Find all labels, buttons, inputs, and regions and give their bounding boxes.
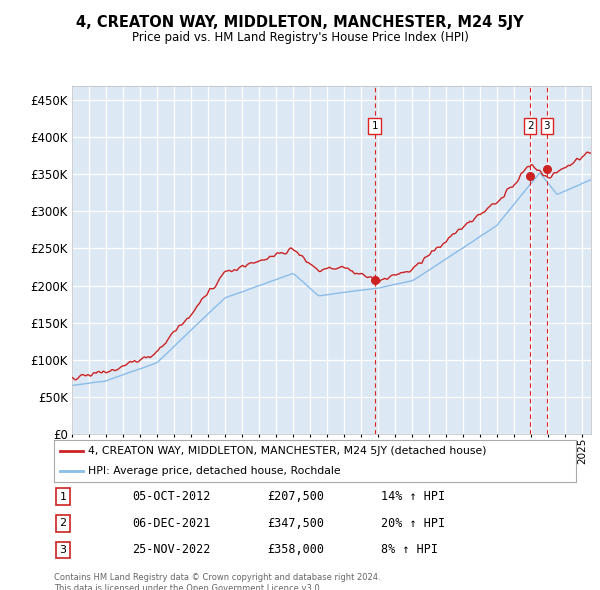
Text: 1: 1 xyxy=(59,492,67,502)
Text: Contains HM Land Registry data © Crown copyright and database right 2024.
This d: Contains HM Land Registry data © Crown c… xyxy=(54,573,380,590)
Text: 2: 2 xyxy=(527,122,533,132)
Text: 8% ↑ HPI: 8% ↑ HPI xyxy=(381,543,438,556)
Text: HPI: Average price, detached house, Rochdale: HPI: Average price, detached house, Roch… xyxy=(88,466,341,476)
Text: 05-OCT-2012: 05-OCT-2012 xyxy=(132,490,211,503)
Text: £358,000: £358,000 xyxy=(267,543,324,556)
Text: 4, CREATON WAY, MIDDLETON, MANCHESTER, M24 5JY: 4, CREATON WAY, MIDDLETON, MANCHESTER, M… xyxy=(76,15,524,30)
Text: 25-NOV-2022: 25-NOV-2022 xyxy=(132,543,211,556)
Text: 4, CREATON WAY, MIDDLETON, MANCHESTER, M24 5JY (detached house): 4, CREATON WAY, MIDDLETON, MANCHESTER, M… xyxy=(88,445,487,455)
Text: £347,500: £347,500 xyxy=(267,517,324,530)
Text: Price paid vs. HM Land Registry's House Price Index (HPI): Price paid vs. HM Land Registry's House … xyxy=(131,31,469,44)
Text: 3: 3 xyxy=(59,545,67,555)
Text: £207,500: £207,500 xyxy=(267,490,324,503)
Text: 14% ↑ HPI: 14% ↑ HPI xyxy=(381,490,445,503)
Text: 06-DEC-2021: 06-DEC-2021 xyxy=(132,517,211,530)
Text: 1: 1 xyxy=(371,122,378,132)
Text: 2: 2 xyxy=(59,519,67,528)
Text: 20% ↑ HPI: 20% ↑ HPI xyxy=(381,517,445,530)
Text: 3: 3 xyxy=(544,122,550,132)
